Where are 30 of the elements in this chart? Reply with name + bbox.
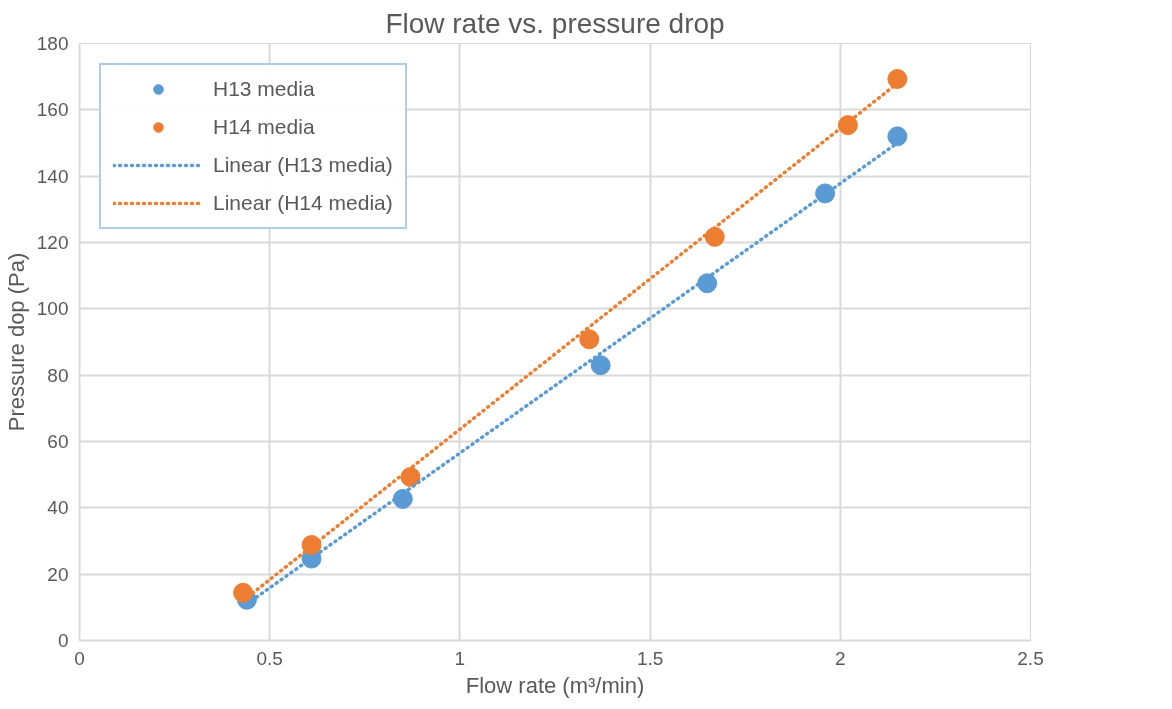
point	[704, 226, 725, 247]
legend-label: H13 media	[213, 77, 315, 101]
point	[579, 329, 600, 350]
chart-title: Flow rate vs. pressure drop	[385, 7, 725, 39]
point	[392, 488, 413, 509]
x-tick-label: 1	[454, 647, 466, 669]
x-tick-label: 0	[74, 647, 85, 669]
x-axis-title: Flow rate (m³/min)	[465, 672, 645, 698]
legend-label: Linear (H14 media)	[213, 191, 393, 215]
x-tick-label: 1.5	[636, 647, 664, 669]
x-tick-label: 2	[835, 647, 846, 669]
point	[590, 355, 611, 376]
legend-label: Linear (H13 media)	[213, 153, 393, 177]
y-tick-label: 140	[36, 165, 69, 187]
y-tick-label: 0	[57, 630, 69, 651]
y-tick-label: 160	[36, 99, 69, 121]
y-tick-label: 60	[47, 431, 69, 452]
y-tick-label: 180	[36, 33, 69, 54]
y-tick-label: 20	[47, 563, 69, 585]
y-tick-label: 120	[36, 232, 69, 253]
y-tick-label: 80	[47, 364, 69, 386]
y-tick-label: 100	[36, 298, 69, 320]
point	[887, 69, 908, 89]
y-axis-title: Pressure dop (Pa)	[3, 252, 29, 432]
y-tick-label: 40	[47, 497, 69, 519]
point	[887, 126, 908, 147]
x-tick-label: 0.5	[256, 647, 283, 669]
point	[233, 582, 254, 603]
x-tick-label: 2.5	[1017, 647, 1044, 669]
legend-label: H14 media	[213, 115, 315, 139]
